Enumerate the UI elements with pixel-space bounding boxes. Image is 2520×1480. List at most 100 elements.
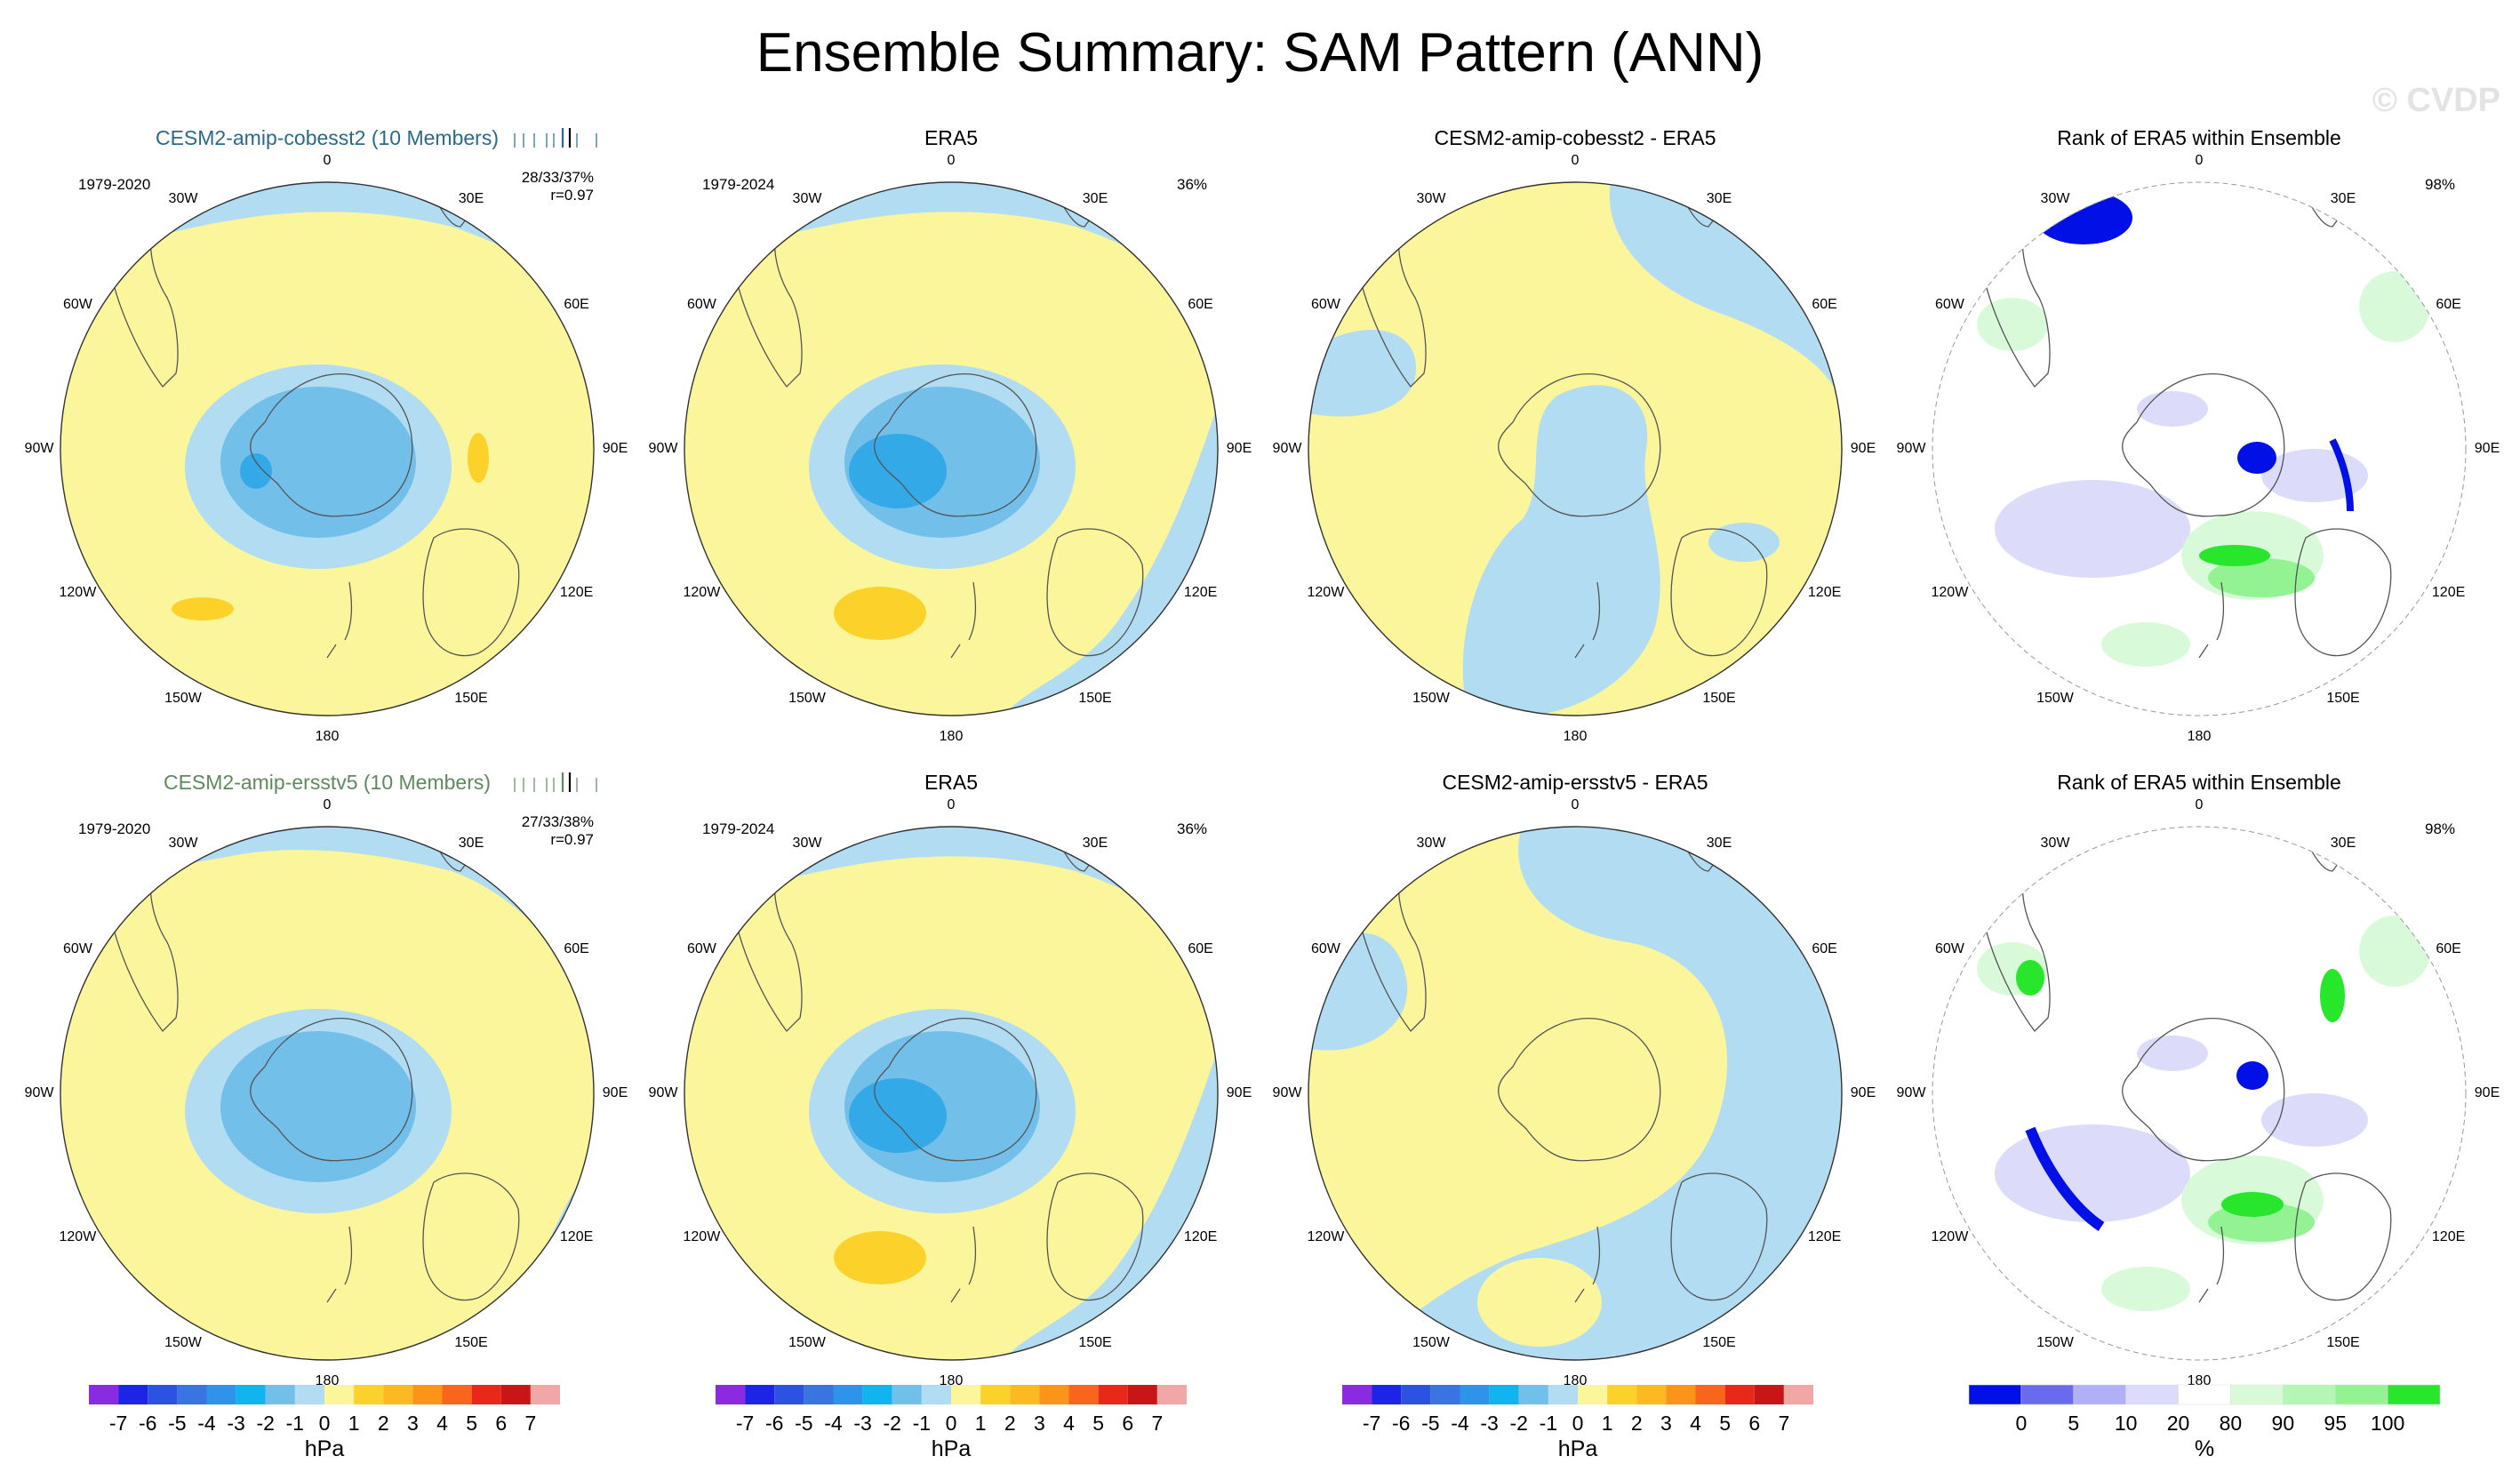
longitude-label: 150E xyxy=(2326,1334,2360,1350)
colorbar-box xyxy=(1548,1385,1578,1404)
negative-anomaly-region xyxy=(1362,827,1842,1360)
rank-blue-region xyxy=(2329,438,2354,512)
longitude-label: 0 xyxy=(2195,153,2204,168)
rank-blue-region xyxy=(2236,1061,2268,1090)
longitude-label: 30E xyxy=(1706,191,1732,207)
colorbar-label: -5 xyxy=(1421,1412,1440,1435)
colorbar-label: -3 xyxy=(853,1412,872,1435)
colorbar-box xyxy=(1430,1385,1460,1404)
longitude-label: 30W xyxy=(168,191,198,207)
coastline xyxy=(1574,581,1601,659)
strong-negative-region xyxy=(240,453,272,489)
colorbar-label: -7 xyxy=(108,1412,128,1435)
colorbar-box xyxy=(1666,1385,1696,1404)
colorbar-label: 3 xyxy=(1033,1412,1045,1435)
longitude-label: 60W xyxy=(1934,941,1964,956)
strong-negative-region xyxy=(849,434,947,508)
colorbar-box xyxy=(716,1385,746,1404)
coastline xyxy=(732,827,803,1032)
rank-green-region xyxy=(2016,960,2044,996)
longitude-label: 60E xyxy=(1812,941,1837,956)
colorbar-box xyxy=(294,1385,324,1404)
longitude-label: 150W xyxy=(164,1334,202,1350)
longitude-label: 0 xyxy=(1571,153,1580,168)
coastline xyxy=(2198,581,2225,659)
colorbar-box xyxy=(2125,1384,2179,1405)
colorbar-box xyxy=(530,1385,560,1404)
colorbar-label: 100 xyxy=(2370,1412,2405,1435)
rank-low-region xyxy=(1995,480,2190,578)
longitude-label: 120E xyxy=(1807,1229,1842,1244)
longitude-label: 120W xyxy=(683,1229,721,1244)
colorbar-label: -3 xyxy=(1480,1412,1499,1435)
variance-percent: 36% xyxy=(1177,820,1208,837)
colorbar-label: 1 xyxy=(1601,1412,1613,1435)
colorbar-label: -1 xyxy=(1539,1412,1558,1435)
colorbar-label: -6 xyxy=(139,1412,157,1435)
longitude-label: 60E xyxy=(2436,941,2461,956)
longitude-label: 30W xyxy=(2040,191,2070,207)
longitude-label: 60W xyxy=(686,297,716,312)
coastline xyxy=(1670,1172,1768,1301)
colorbar-label: -4 xyxy=(824,1412,843,1435)
colorbar-box xyxy=(1968,1384,2022,1405)
rank-mid-green-region xyxy=(2208,558,2315,597)
longitude-label: 0 xyxy=(323,797,332,812)
colorbar-label: -4 xyxy=(197,1412,216,1435)
colorbar-box xyxy=(1342,1385,1372,1404)
longitude-label: 150W xyxy=(164,690,202,706)
figure-title: Ensemble Summary: SAM Pattern (ANN) xyxy=(756,22,1764,84)
coastline xyxy=(1046,1172,1144,1301)
colorbar-label: -5 xyxy=(168,1412,187,1435)
colorbar-label: 95 xyxy=(2324,1412,2348,1435)
longitude-label: 30E xyxy=(2330,836,2356,852)
ensemble-spread-ticks xyxy=(514,772,597,792)
longitude-label: 90E xyxy=(602,441,628,456)
coastline xyxy=(2294,528,2392,657)
colorbar-label: -6 xyxy=(1392,1412,1411,1435)
rank-high-region xyxy=(2101,622,2190,667)
colorbar-box xyxy=(1098,1385,1128,1404)
longitude-label: 120E xyxy=(559,1229,594,1244)
coastline xyxy=(108,182,179,388)
longitude-label: 90E xyxy=(602,1085,628,1100)
pattern-correlation: r=0.97 xyxy=(550,187,594,204)
polar-map xyxy=(1308,181,1843,716)
coastline xyxy=(1980,827,2051,1032)
map-border xyxy=(1932,826,2467,1361)
map-panel: Rank of ERA5 within Ensemble 98% 0 30E 60E 90… xyxy=(1897,124,2501,836)
longitude-label: 90W xyxy=(24,441,54,456)
longitude-label: 150W xyxy=(2036,1334,2074,1350)
colorbar-box xyxy=(774,1385,804,1404)
longitude-label: 90W xyxy=(1272,441,1302,456)
colorbar-label: 7 xyxy=(524,1412,537,1435)
coastline xyxy=(732,182,803,388)
rank-high-region xyxy=(1977,298,2048,351)
colorbar-label: -6 xyxy=(765,1412,784,1435)
colorbar-box xyxy=(2334,1384,2388,1405)
longitude-label: 30E xyxy=(1082,191,1108,207)
longitude-label: 60W xyxy=(1310,941,1340,956)
colorbar-units: hPa xyxy=(931,1436,972,1461)
colorbar-label: 5 xyxy=(466,1412,478,1435)
longitude-label: 30E xyxy=(458,836,484,852)
longitude-label: 120W xyxy=(1931,585,1969,600)
colorbar-label: 3 xyxy=(406,1412,419,1435)
longitude-label: 120W xyxy=(59,1229,97,1244)
map-panel: CESM2-amip-cobesst2 (10 Members) 1979-202… xyxy=(25,124,629,836)
colorbar-box xyxy=(412,1385,443,1404)
positive-anomaly-region xyxy=(172,597,234,620)
colorbar-box xyxy=(892,1385,922,1404)
colorbar-box xyxy=(833,1385,863,1404)
longitude-label: 90E xyxy=(1226,1085,1252,1100)
colorbar-label: 3 xyxy=(1660,1412,1672,1435)
colorbar-label: 6 xyxy=(1748,1412,1761,1435)
rank-green-region xyxy=(2199,545,2270,566)
colorbar-label: 2 xyxy=(377,1412,389,1435)
colorbar-boxes xyxy=(1342,1385,1813,1404)
period-label: 1979-2024 xyxy=(702,176,775,193)
coastline xyxy=(1356,182,1427,388)
map-panel: CESM2-amip-ersstv5 (10 Members) 1979-2020… xyxy=(25,769,629,1480)
colorbar-units: hPa xyxy=(304,1436,345,1461)
longitude-label: 90E xyxy=(2474,1085,2500,1100)
